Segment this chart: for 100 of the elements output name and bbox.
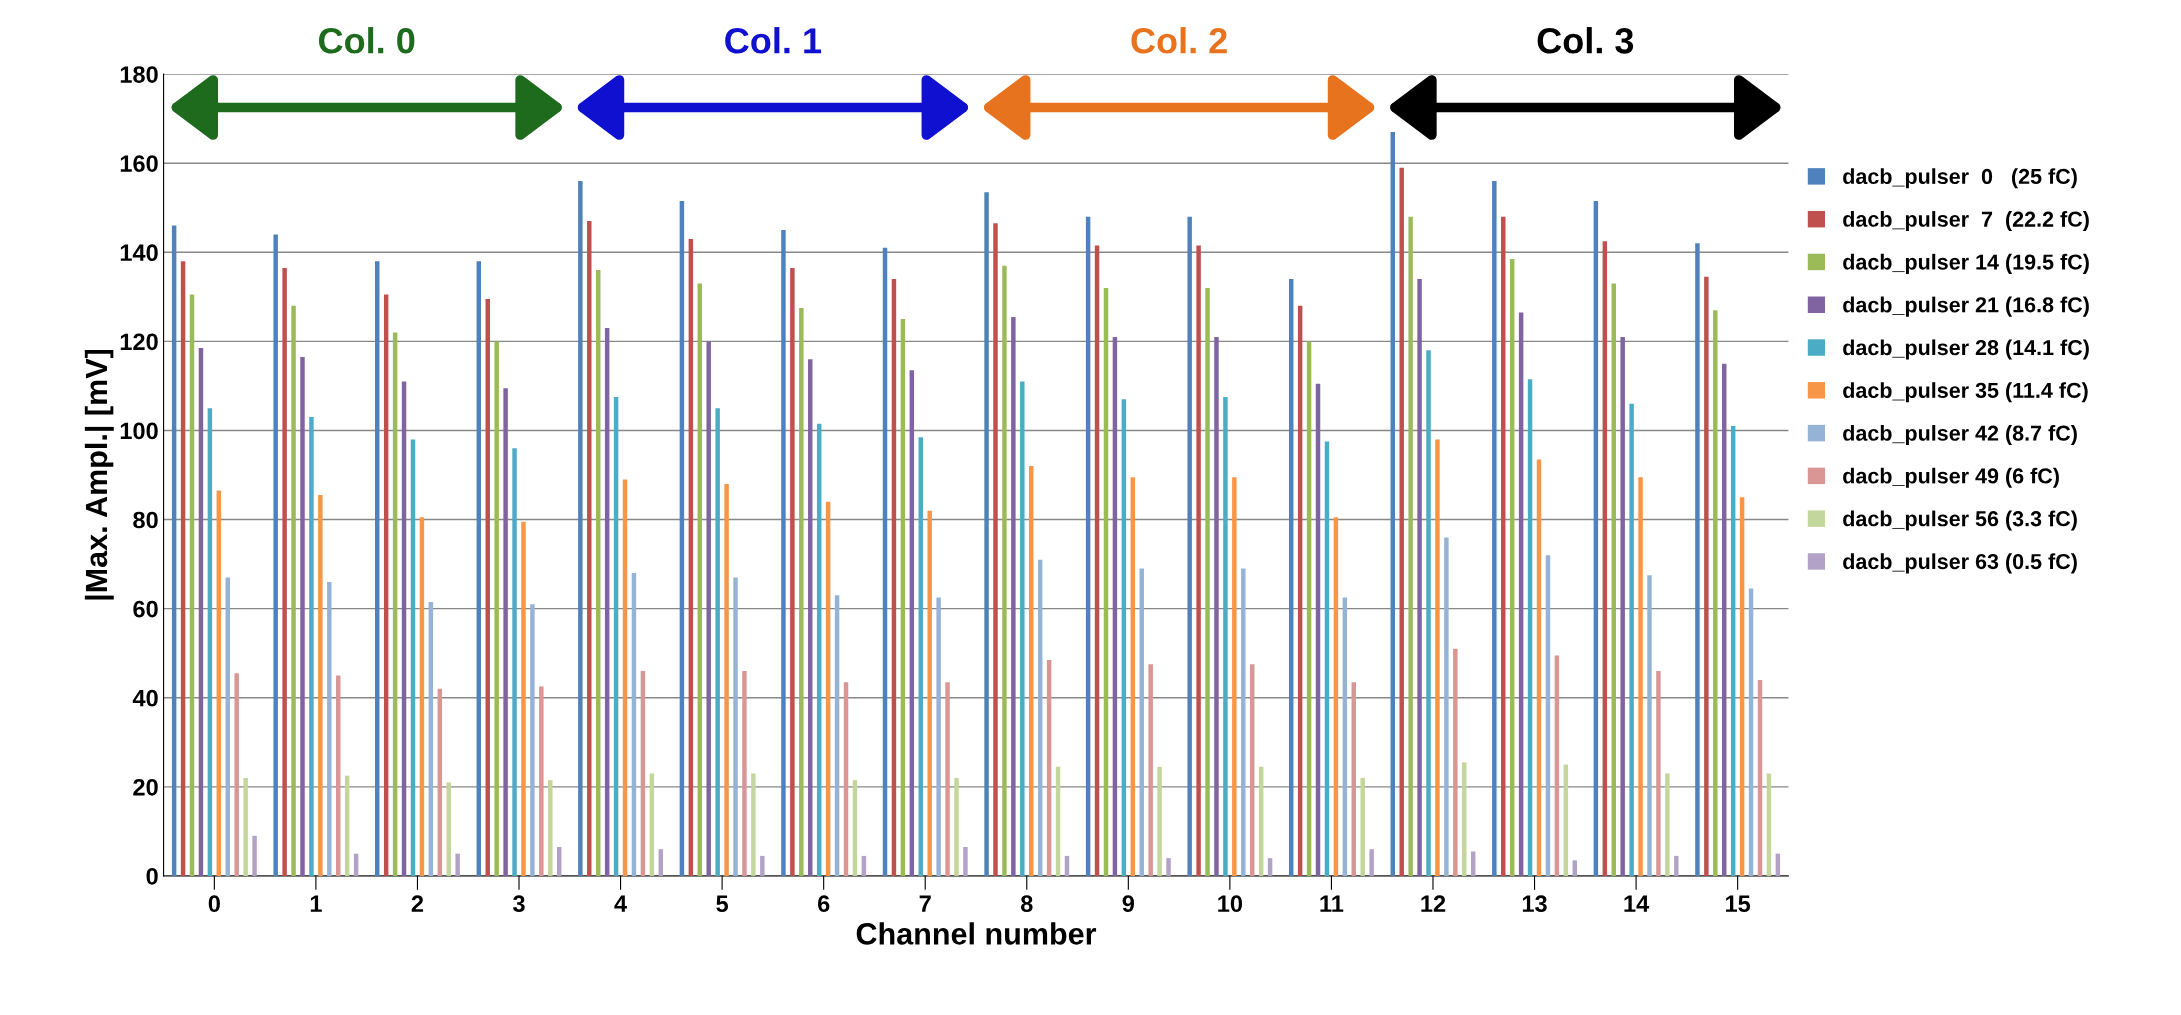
bar bbox=[781, 230, 786, 876]
bar bbox=[1713, 310, 1718, 876]
bar bbox=[1333, 517, 1339, 876]
bar bbox=[909, 370, 915, 876]
x-axis-title: Channel number bbox=[856, 922, 1097, 945]
bar bbox=[556, 846, 562, 876]
bar bbox=[419, 517, 425, 876]
bar bbox=[1139, 568, 1144, 876]
bar bbox=[1611, 283, 1616, 876]
text: Col. 2 bbox=[1131, 27, 1227, 54]
bar bbox=[1399, 167, 1404, 876]
bar bbox=[512, 448, 517, 876]
bar bbox=[1214, 336, 1219, 876]
bar bbox=[243, 777, 248, 876]
bar bbox=[1426, 350, 1431, 876]
bar bbox=[1704, 276, 1709, 876]
legend-label: dacb_pulser 7 (22.2 fC) bbox=[1843, 211, 2089, 232]
bar bbox=[1620, 336, 1625, 876]
bar bbox=[954, 777, 959, 876]
bar bbox=[1351, 682, 1357, 876]
bar bbox=[1554, 655, 1560, 876]
bar bbox=[1492, 181, 1497, 876]
bar bbox=[1656, 671, 1661, 876]
x-tick-label: 7 bbox=[919, 895, 931, 912]
bar bbox=[742, 671, 747, 876]
x-tick-label: 2 bbox=[411, 895, 424, 912]
legend-label: dacb_pulser 35 (11.4 fC) bbox=[1843, 382, 2088, 403]
bar bbox=[1509, 258, 1515, 876]
bar bbox=[578, 181, 583, 876]
bar bbox=[1417, 279, 1422, 876]
x-tick-label: 3 bbox=[512, 895, 525, 913]
y-tick-label: 20 bbox=[133, 778, 158, 796]
x-tick-label: 4 bbox=[614, 895, 627, 912]
bar bbox=[446, 782, 451, 876]
bar bbox=[790, 267, 795, 876]
bar bbox=[891, 279, 897, 876]
bar bbox=[327, 581, 332, 876]
bar bbox=[1130, 477, 1136, 876]
bar bbox=[494, 341, 499, 876]
bar bbox=[521, 521, 526, 876]
bar bbox=[548, 780, 553, 876]
bar bbox=[1267, 858, 1273, 876]
bar bbox=[1046, 659, 1052, 876]
bar bbox=[1249, 664, 1255, 876]
bar bbox=[816, 423, 822, 876]
bar bbox=[1103, 287, 1109, 876]
bar bbox=[1369, 849, 1374, 876]
bar bbox=[760, 855, 765, 876]
bar bbox=[1157, 766, 1162, 876]
x-tick-label: 12 bbox=[1421, 895, 1446, 912]
bar bbox=[392, 332, 398, 876]
x-tick-label: 0 bbox=[208, 895, 220, 913]
bar bbox=[808, 359, 813, 876]
bar bbox=[410, 439, 416, 876]
bar bbox=[401, 381, 407, 876]
bar bbox=[1593, 201, 1599, 876]
bar bbox=[476, 261, 482, 876]
bar bbox=[1029, 466, 1034, 876]
bar bbox=[715, 408, 720, 876]
bar bbox=[927, 510, 932, 876]
bar bbox=[428, 601, 434, 876]
bar bbox=[225, 577, 230, 876]
bar bbox=[900, 319, 906, 876]
legend-label: dacb_pulser 14 (19.5 fC) bbox=[1843, 253, 2089, 274]
bar bbox=[843, 682, 849, 876]
bar bbox=[503, 388, 508, 876]
legend-label: dacb_pulser 21 (16.8 fC) bbox=[1843, 296, 2089, 317]
bar bbox=[282, 267, 287, 876]
bar bbox=[336, 675, 341, 876]
bar bbox=[455, 853, 460, 876]
bar bbox=[1435, 439, 1440, 876]
y-tick-label: 60 bbox=[133, 600, 158, 618]
bar bbox=[993, 223, 998, 876]
bar bbox=[1408, 216, 1413, 876]
legend-label: dacb_pulser 56 (3.3 fC) bbox=[1843, 510, 2077, 531]
bar bbox=[706, 341, 711, 876]
bar bbox=[1638, 477, 1643, 876]
bar bbox=[1288, 279, 1294, 876]
bar bbox=[1766, 773, 1772, 876]
y-tick-label: 140 bbox=[120, 244, 158, 262]
bar bbox=[1527, 379, 1533, 876]
bar bbox=[375, 261, 380, 876]
bar bbox=[918, 437, 923, 876]
x-tick-label: 8 bbox=[1020, 895, 1033, 913]
bar bbox=[1166, 858, 1171, 876]
bar bbox=[1665, 773, 1670, 876]
bar bbox=[1462, 762, 1467, 876]
bar bbox=[1196, 245, 1201, 876]
bar bbox=[318, 495, 323, 876]
x-tick-label: 14 bbox=[1624, 895, 1650, 912]
y-tick-label: 160 bbox=[120, 155, 158, 172]
bar bbox=[936, 597, 941, 876]
bar bbox=[587, 221, 592, 876]
text: Col. 3 bbox=[1537, 27, 1634, 54]
bar bbox=[679, 201, 685, 876]
bar bbox=[1020, 381, 1025, 876]
bar bbox=[1187, 216, 1192, 876]
bar bbox=[300, 356, 305, 876]
bar bbox=[273, 234, 278, 876]
bar bbox=[1518, 312, 1524, 876]
